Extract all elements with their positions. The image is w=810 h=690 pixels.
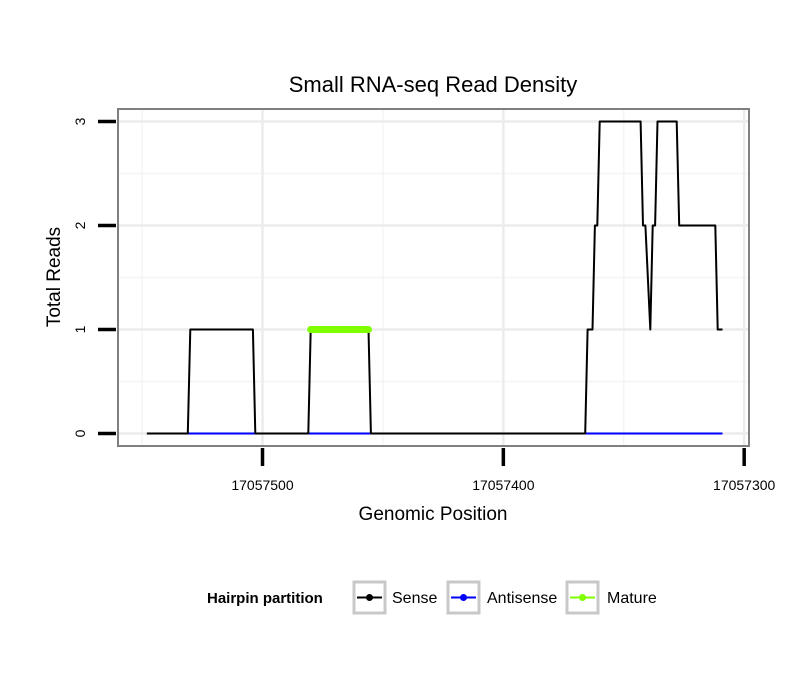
legend-item-antisense: Antisense	[446, 580, 557, 615]
x-tick-label: 17057500	[231, 477, 294, 493]
legend-point-mature	[579, 594, 586, 601]
y-tick-label: 3	[72, 117, 88, 125]
y-tick-label: 2	[72, 221, 88, 229]
y-tick-label: 0	[72, 429, 88, 437]
x-axis-title: Genomic Position	[359, 504, 508, 525]
x-tick-label: 17057300	[713, 477, 776, 493]
legend: Hairpin partition Sense Antisense Mature	[207, 580, 657, 615]
y-axis: 0 1 2 3	[72, 117, 116, 437]
plot-panel	[117, 108, 750, 447]
y-axis-title: Total Reads	[44, 227, 65, 327]
plot-border	[117, 108, 750, 447]
legend-point-sense	[366, 594, 373, 601]
legend-label-sense: Sense	[392, 590, 437, 607]
legend-point-antisense	[460, 594, 467, 601]
legend-item-mature: Mature	[565, 580, 657, 615]
legend-label-antisense: Antisense	[487, 590, 557, 607]
series-line-sense	[146, 120, 723, 435]
chart-title: Small RNA-seq Read Density	[289, 72, 578, 97]
y-tick-label: 1	[72, 325, 88, 333]
x-tick-label: 17057400	[472, 477, 535, 493]
legend-label-mature: Mature	[607, 590, 657, 607]
x-axis: 17057500 17057400 17057300	[231, 448, 776, 493]
legend-item-sense: Sense	[352, 580, 437, 615]
series-layer	[146, 120, 723, 435]
legend-title: Hairpin partition	[207, 590, 323, 607]
